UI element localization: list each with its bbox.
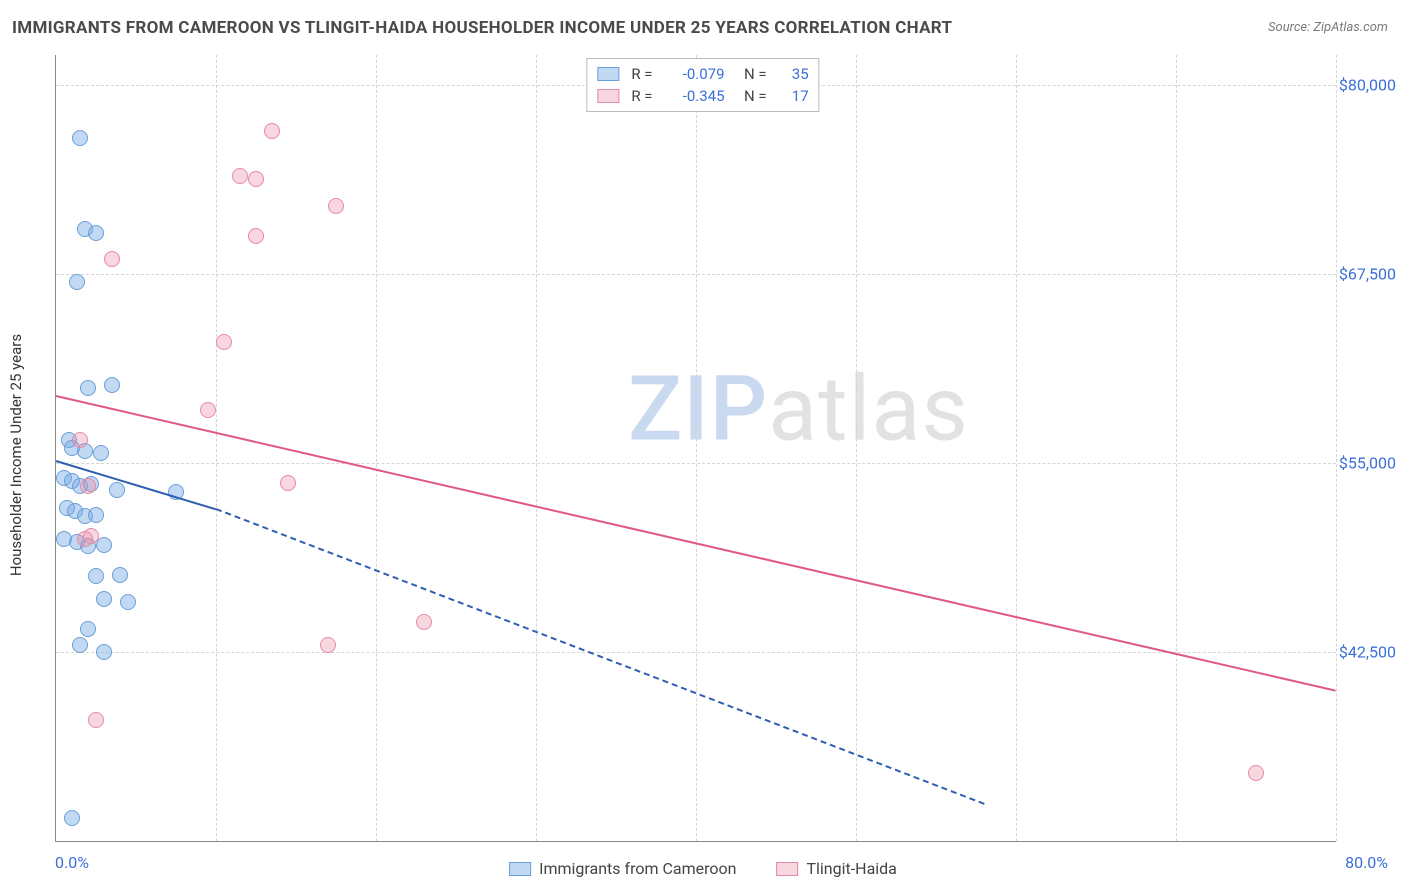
source-label: Source: ZipAtlas.com bbox=[1268, 20, 1388, 35]
y-tick-label: $42,500 bbox=[1339, 643, 1396, 662]
scatter-point bbox=[112, 567, 128, 583]
scatter-point bbox=[72, 432, 88, 448]
scatter-point bbox=[83, 528, 99, 544]
scatter-point bbox=[328, 198, 344, 214]
scatter-point bbox=[96, 644, 112, 660]
scatter-point bbox=[93, 445, 109, 461]
scatter-point bbox=[232, 168, 248, 184]
scatter-point bbox=[88, 712, 104, 728]
legend-swatch bbox=[597, 89, 619, 103]
scatter-point bbox=[80, 478, 96, 494]
scatter-point bbox=[1248, 765, 1264, 781]
trend-line bbox=[216, 509, 985, 806]
scatter-point bbox=[264, 123, 280, 139]
y-tick-label: $80,000 bbox=[1339, 76, 1396, 95]
scatter-point bbox=[88, 568, 104, 584]
legend-swatch bbox=[509, 862, 531, 876]
gridline-vertical bbox=[376, 55, 377, 841]
scatter-point bbox=[280, 475, 296, 491]
y-axis-label: Householder Income Under 25 years bbox=[7, 334, 25, 576]
gridline-vertical bbox=[1016, 55, 1017, 841]
scatter-point bbox=[72, 130, 88, 146]
scatter-point bbox=[88, 507, 104, 523]
scatter-point bbox=[248, 228, 264, 244]
scatter-point bbox=[88, 225, 104, 241]
scatter-point bbox=[200, 402, 216, 418]
scatter-point bbox=[64, 810, 80, 826]
chart-plot-area: ZIPatlas bbox=[55, 55, 1336, 842]
scatter-point bbox=[416, 614, 432, 630]
legend-swatch bbox=[597, 67, 619, 81]
y-tick-label: $67,500 bbox=[1339, 265, 1396, 284]
gridline-vertical bbox=[216, 55, 217, 841]
gridline-vertical bbox=[856, 55, 857, 841]
scatter-point bbox=[104, 251, 120, 267]
scatter-point bbox=[320, 637, 336, 653]
scatter-point bbox=[69, 274, 85, 290]
scatter-point bbox=[96, 591, 112, 607]
correlation-legend: R =-0.079 N =35R =-0.345 N =17 bbox=[586, 58, 819, 112]
scatter-point bbox=[248, 171, 264, 187]
watermark: ZIPatlas bbox=[628, 356, 969, 461]
scatter-point bbox=[104, 377, 120, 393]
x-axis-max-label: 80.0% bbox=[1345, 853, 1388, 872]
y-tick-label: $55,000 bbox=[1339, 454, 1396, 473]
gridline-vertical bbox=[696, 55, 697, 841]
series-legend: Immigrants from Cameroon Tlingit-Haida bbox=[509, 859, 897, 878]
scatter-point bbox=[80, 380, 96, 396]
scatter-point bbox=[120, 594, 136, 610]
chart-title: IMMIGRANTS FROM CAMEROON VS TLINGIT-HAID… bbox=[12, 18, 952, 38]
scatter-point bbox=[80, 621, 96, 637]
scatter-point bbox=[72, 637, 88, 653]
x-axis-min-label: 0.0% bbox=[55, 853, 89, 872]
scatter-point bbox=[216, 334, 232, 350]
series-legend-item: Tlingit-Haida bbox=[776, 859, 896, 878]
gridline-vertical bbox=[536, 55, 537, 841]
correlation-legend-row: R =-0.345 N =17 bbox=[597, 85, 808, 107]
scatter-point bbox=[109, 482, 125, 498]
legend-swatch bbox=[776, 862, 798, 876]
gridline-vertical bbox=[1336, 55, 1337, 841]
gridline-vertical bbox=[1176, 55, 1177, 841]
series-legend-item: Immigrants from Cameroon bbox=[509, 859, 736, 878]
correlation-legend-row: R =-0.079 N =35 bbox=[597, 63, 808, 85]
